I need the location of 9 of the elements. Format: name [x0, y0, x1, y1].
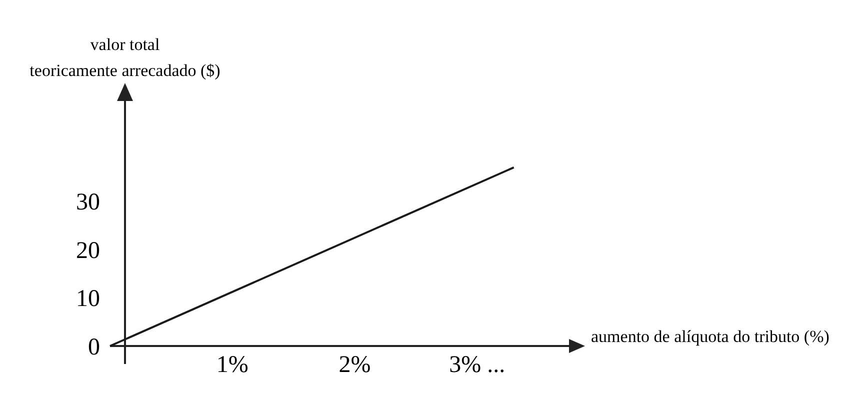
x-tick-label: 3% ... [449, 352, 506, 378]
y-tick-label: 10 [76, 286, 100, 312]
x-tick-label: 2% [338, 352, 371, 378]
x-tick-label: 1% [216, 352, 248, 378]
y-axis-title: valor total teoricamente arrecadado ($) [30, 35, 220, 80]
y-tick-label: 20 [76, 238, 100, 264]
y-tick-label: 30 [76, 190, 100, 216]
y-tick-label: 0 [88, 334, 100, 360]
x-axis-title: aumento de alíquota do tributo (%) [591, 327, 830, 346]
